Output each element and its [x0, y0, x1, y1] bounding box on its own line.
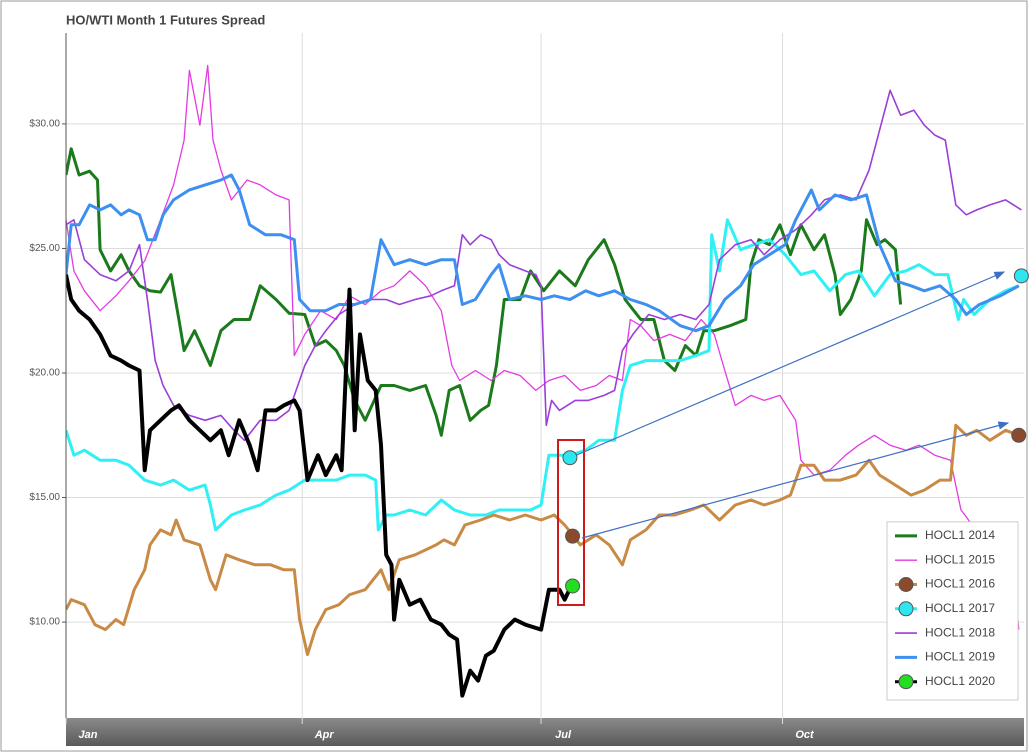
series-marker: [565, 578, 581, 594]
legend-label: HOCL1 2018: [925, 625, 995, 639]
legend-label: HOCL1 2016: [925, 577, 995, 591]
x-tick-label: Jul: [555, 729, 572, 741]
y-tick-label: $30.00: [29, 119, 60, 130]
highlight-box: [557, 439, 585, 606]
y-tick-label: $15.00: [29, 492, 60, 503]
series-marker: [1013, 268, 1029, 284]
x-tick-label: Jan: [79, 729, 98, 741]
legend-label: HOCL1 2015: [925, 552, 995, 566]
legend-marker: [898, 674, 914, 690]
x-axis-bar: [66, 718, 1024, 746]
series-line: [66, 218, 1020, 532]
y-tick-label: $25.00: [29, 243, 60, 254]
legend-marker: [898, 577, 914, 592]
y-tick-label: $10.00: [29, 617, 60, 628]
legend-label: HOCL1 2017: [925, 601, 995, 615]
chart-title: HO/WTI Month 1 Futures Spread: [66, 12, 265, 27]
legend: HOCL1 2014 HOCL1 2015 HOCL1 2016 HOCL1 2017…: [886, 521, 1019, 701]
y-tick-label: $20.00: [29, 368, 60, 379]
series-line: [66, 89, 1022, 442]
series-line: [66, 274, 572, 698]
series-marker: [565, 528, 581, 544]
legend-label: HOCL1 2019: [925, 650, 995, 664]
axes: $10.00 $15.00 $20.00 $25.00 $30.00 Jan Apr Jul O…: [29, 119, 815, 741]
x-tick-label: Apr: [314, 729, 335, 741]
markers: [562, 268, 1029, 594]
series-marker: [562, 450, 578, 466]
x-tick-label: Oct: [795, 729, 815, 741]
annotations: [557, 271, 1010, 606]
arrow: [581, 421, 1010, 539]
plot-area: [66, 64, 1022, 698]
series-line: [66, 64, 1020, 630]
series-marker: [1011, 427, 1027, 443]
legend-marker: [898, 601, 914, 617]
series-line: [66, 147, 903, 437]
series-line: [66, 173, 1020, 333]
arrow: [571, 271, 1006, 458]
series-line: [66, 423, 1020, 656]
legend-label: HOCL1 2014: [925, 528, 995, 542]
legend-label: HOCL1 2020: [925, 674, 995, 688]
